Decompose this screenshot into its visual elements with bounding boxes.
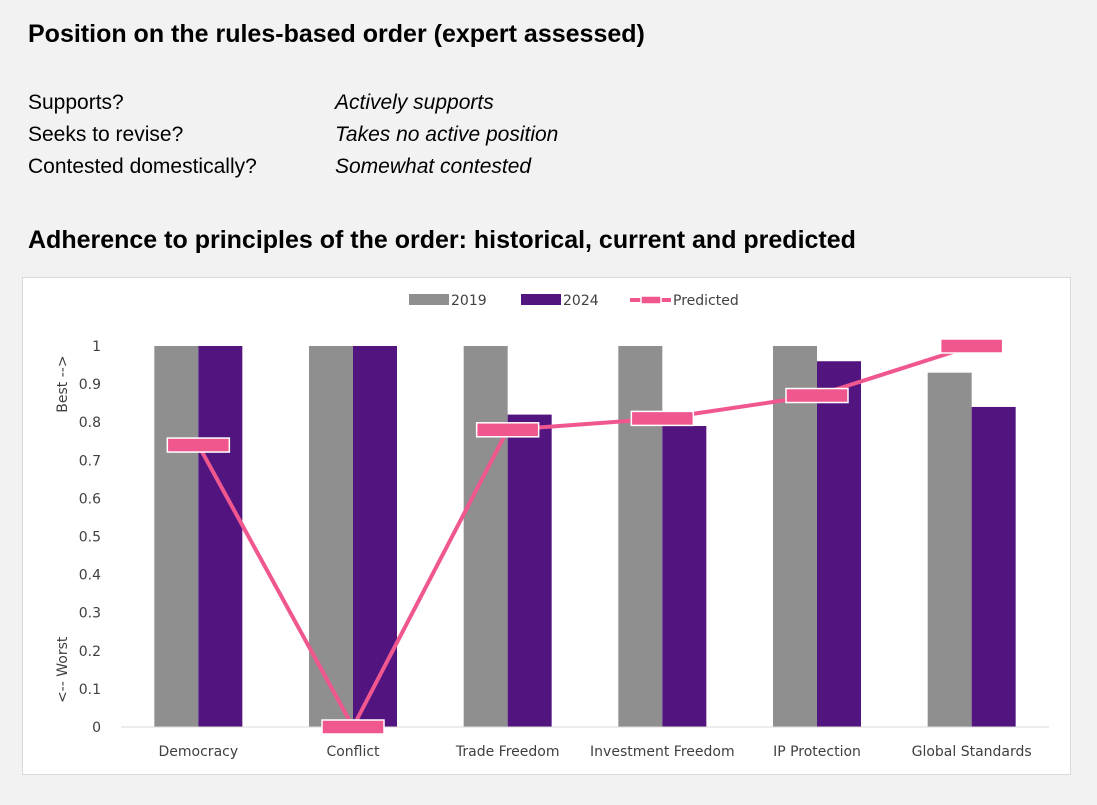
y-tick-label: 0.8	[79, 415, 101, 431]
position-question: Supports?	[28, 91, 124, 114]
predicted-marker-investment-freedom	[630, 410, 695, 427]
predicted-marker-democracy	[166, 437, 231, 453]
y-tick-label: 0.5	[79, 530, 101, 546]
x-tick-label: Trade Freedom	[455, 744, 560, 760]
position-question: Contested domestically?	[28, 155, 257, 178]
predicted-marker-ip-protection	[785, 387, 849, 404]
y-tick-label: 0.9	[79, 377, 101, 393]
x-tick-label: IP Protection	[773, 744, 861, 760]
legend-label-2024: 2024	[563, 293, 599, 309]
legend-label-2019: 2019	[451, 293, 487, 309]
bar-2024-global-standards	[971, 406, 1016, 727]
position-answer: Somewhat contested	[335, 155, 532, 178]
legend-marker-predicted	[640, 295, 662, 305]
bar-2019-trade-freedom	[463, 346, 508, 727]
position-heading: Position on the rules-based order (exper…	[28, 20, 645, 48]
bar-2019-global-standards	[927, 372, 972, 727]
adherence-heading: Adherence to principles of the order: hi…	[28, 226, 856, 254]
position-question: Seeks to revise?	[28, 123, 184, 146]
bar-2019-conflict	[309, 346, 353, 727]
y-tick-label: 0.4	[79, 568, 101, 584]
predicted-marker-trade-freedom	[475, 422, 540, 438]
predicted-marker-global-standards	[939, 338, 1004, 354]
y-tick-label: 0.6	[79, 491, 101, 507]
predicted-line	[196, 344, 973, 729]
position-answer: Takes no active position	[335, 123, 559, 146]
x-tick-label: Investment Freedom	[590, 744, 735, 760]
legend-swatch-2019	[409, 294, 449, 305]
bar-2024-democracy	[198, 346, 243, 727]
adherence-chart: 0 0.1 0.2 0.3 0.4 0.5 0.6 0.7 0.8 0.9 1 Best --> <--…	[22, 277, 1071, 775]
x-tick-label: Conflict	[326, 744, 380, 760]
bar-2024-conflict	[353, 346, 397, 727]
y-tick-label: 0.3	[79, 606, 101, 622]
y-axis-label-best: Best -->	[55, 355, 71, 412]
y-tick-label: 0.1	[79, 682, 101, 698]
legend-swatch-2024	[521, 294, 561, 305]
y-tick-label: 0	[92, 720, 101, 736]
bar-2019-investment-freedom	[618, 346, 663, 727]
bar-2024-investment-freedom	[662, 426, 707, 727]
y-tick-label: 0.7	[79, 453, 101, 469]
x-tick-label: Democracy	[159, 744, 239, 760]
bar-2024-ip-protection	[817, 361, 861, 727]
y-axis-label-worst: <-- Worst	[55, 636, 71, 703]
bar-2019-ip-protection	[773, 346, 817, 727]
predicted-marker-conflict	[321, 719, 385, 735]
bar-2024-trade-freedom	[507, 414, 552, 727]
bar-2019-democracy	[154, 346, 199, 727]
y-tick-label: 0.2	[79, 644, 101, 660]
x-tick-label: Global Standards	[912, 744, 1032, 760]
legend-label-predicted: Predicted	[673, 293, 739, 309]
y-tick-label: 1	[92, 339, 101, 355]
chart-canvas: 0 0.1 0.2 0.3 0.4 0.5 0.6 0.7 0.8 0.9 1 Best --> <--…	[55, 293, 1049, 760]
position-answer: Actively supports	[335, 91, 494, 114]
